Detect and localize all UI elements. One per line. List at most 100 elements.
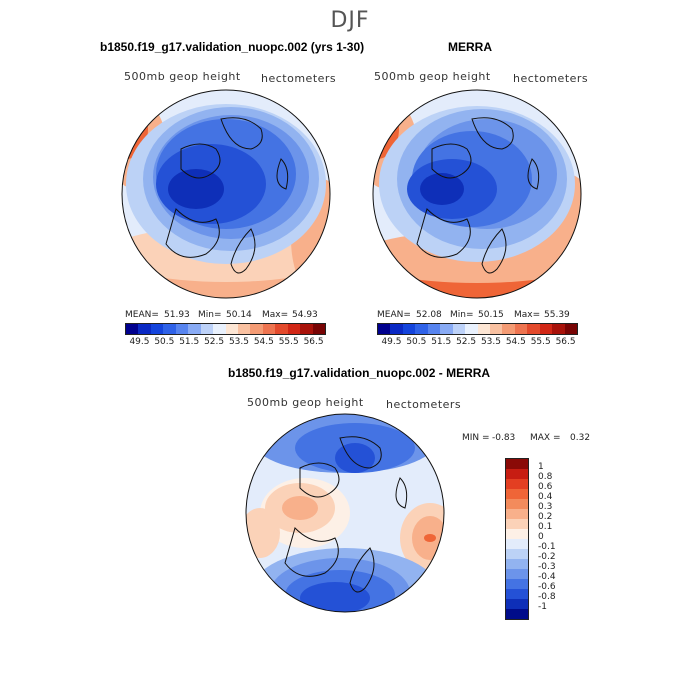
colorbar-swatch: [378, 324, 391, 334]
panel1-mean-value: 51.93: [164, 310, 190, 320]
panel2-max-value: 55.39: [544, 310, 570, 320]
colorbar-swatch: [552, 324, 565, 334]
colorbar-swatch: [564, 324, 577, 334]
colorbar-swatch: [175, 324, 189, 334]
colorbar-swatch: [506, 539, 528, 549]
panel1-max-value: 54.93: [292, 310, 318, 320]
colorbar-swatch: [402, 324, 416, 334]
colorbar-swatch: [275, 324, 288, 334]
colorbar-tick-label: 54.5: [253, 337, 274, 347]
colorbar-swatch: [506, 529, 528, 539]
colorbar-tick-label: 49.5: [381, 337, 402, 347]
colorbar-tick-label: 55.5: [530, 337, 551, 347]
colorbar-swatch: [213, 324, 226, 334]
colorbar-tick-label: 52.5: [456, 337, 477, 347]
colorbar-swatch: [506, 479, 528, 489]
panel1-mean-label: MEAN=: [125, 310, 159, 320]
panel1-units-label: hectometers: [261, 72, 337, 85]
colorbar-tick-label: -0.8: [538, 592, 556, 602]
colorbar-swatch: [514, 324, 528, 334]
colorbar-swatch: [262, 324, 276, 334]
colorbar-swatch: [506, 499, 528, 509]
panel3-title: b1850.f19_g17.validation_nuopc.002 - MER…: [228, 366, 491, 380]
colorbar-swatch: [477, 324, 490, 334]
colorbar-swatch: [506, 579, 528, 589]
colorbar-swatch: [452, 324, 466, 334]
panel3-min-label: MIN =: [462, 433, 490, 443]
colorbar-swatch: [506, 599, 528, 609]
colorbar-swatch: [502, 324, 515, 334]
colorbar-tick-label: 53.5: [480, 337, 501, 347]
colorbar-tick-label: 0.1: [538, 522, 553, 532]
panel2-mean-label: MEAN=: [377, 310, 411, 320]
season-title: DJF: [330, 8, 370, 33]
colorbar-tick-label: -0.4: [538, 572, 556, 582]
panel1-title: b1850.f19_g17.validation_nuopc.002 (yrs …: [100, 40, 365, 54]
colorbar-swatch: [287, 324, 301, 334]
colorbar-tick-label: -0.3: [538, 562, 556, 572]
colorbar-tick-label: 56.5: [555, 337, 576, 347]
panel2-min-value: 50.15: [478, 310, 504, 320]
colorbar-swatch: [506, 589, 528, 599]
colorbar-swatch: [300, 324, 313, 334]
panel1-colorbar-ticks: 49.5 50.5 51.5 52.5 53.5 54.5 55.5 56.5: [125, 337, 324, 349]
colorbar-tick-label: 51.5: [431, 337, 452, 347]
colorbar-tick-label: -0.1: [538, 542, 556, 552]
colorbar-swatch: [506, 489, 528, 499]
colorbar-swatch: [506, 519, 528, 529]
panel1-max-label: Max=: [262, 310, 289, 320]
colorbar-tick-label: 54.5: [505, 337, 526, 347]
colorbar-swatch: [390, 324, 403, 334]
colorbar-swatch: [188, 324, 201, 334]
colorbar-swatch: [539, 324, 553, 334]
colorbar-swatch: [527, 324, 540, 334]
colorbar-swatch: [126, 324, 139, 334]
colorbar-tick-label: 51.5: [179, 337, 200, 347]
colorbar-swatch: [415, 324, 428, 334]
colorbar-tick-label: 0.3: [538, 502, 553, 512]
panel1-colorbar: [125, 323, 326, 335]
colorbar-swatch: [237, 324, 251, 334]
panel3-units-label: hectometers: [386, 398, 462, 411]
panel3-colorbar-ticks: 1 0.8 0.6 0.4 0.3 0.2 0.1 0 -0.1 -0.2 -0.3 -0.4 -0.6…: [538, 458, 578, 618]
colorbar-tick-label: -0.2: [538, 552, 556, 562]
colorbar-swatch: [427, 324, 441, 334]
colorbar-tick-label: 50.5: [406, 337, 427, 347]
colorbar-tick-label: 0: [538, 532, 544, 542]
panel1-polar-map: [121, 89, 331, 299]
colorbar-tick-label: -0.6: [538, 582, 556, 592]
colorbar-swatch: [506, 459, 528, 469]
colorbar-tick-label: 50.5: [154, 337, 175, 347]
panel2-title: MERRA: [448, 40, 492, 54]
colorbar-tick-label: 1: [538, 462, 544, 472]
panel3-max-value: 0.32: [570, 433, 591, 443]
colorbar-swatch: [163, 324, 176, 334]
colorbar-tick-label: 0.4: [538, 492, 553, 502]
colorbar-swatch: [250, 324, 263, 334]
panel1-min-label: Min=: [198, 310, 222, 320]
panel3-variable-label: 500mb geop height: [247, 396, 364, 409]
panel2-mean-value: 52.08: [416, 310, 442, 320]
colorbar-swatch: [465, 324, 478, 334]
colorbar-tick-label: 53.5: [228, 337, 249, 347]
colorbar-swatch: [225, 324, 238, 334]
colorbar-swatch: [506, 569, 528, 579]
panel3-min-value: -0.83: [492, 433, 516, 443]
panel3-max-label: MAX =: [530, 433, 561, 443]
panel3-colorbar: [505, 458, 529, 620]
colorbar-tick-label: -1: [538, 602, 547, 612]
colorbar-swatch: [200, 324, 214, 334]
colorbar-swatch: [312, 324, 325, 334]
colorbar-swatch: [150, 324, 164, 334]
panel2-min-label: Min=: [450, 310, 474, 320]
panel2-colorbar: [377, 323, 578, 335]
panel2-max-label: Max=: [514, 310, 541, 320]
colorbar-swatch: [506, 609, 528, 619]
colorbar-swatch: [440, 324, 453, 334]
panel2-units-label: hectometers: [513, 72, 589, 85]
panel2-variable-label: 500mb geop height: [374, 70, 491, 83]
colorbar-tick-label: 0.8: [538, 472, 553, 482]
colorbar-tick-label: 49.5: [129, 337, 150, 347]
colorbar-swatch: [489, 324, 503, 334]
panel3-difference-map: [245, 413, 445, 613]
